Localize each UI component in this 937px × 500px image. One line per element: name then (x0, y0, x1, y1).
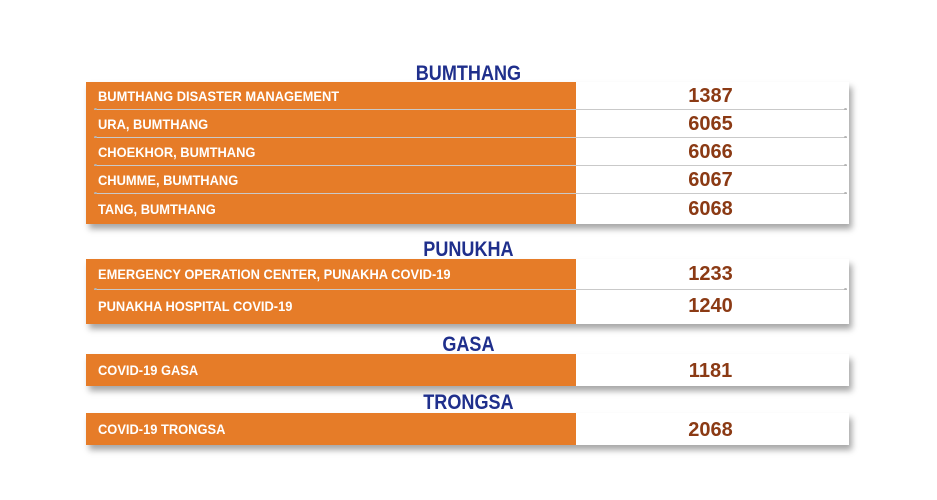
contact-table-bumthang: BUMTHANG DISASTER MANAGEMENT 1387 URA, B… (86, 82, 849, 224)
row-divider (94, 164, 847, 167)
phone-number: 6066 (576, 138, 849, 166)
phone-number: 2068 (576, 413, 849, 445)
row-divider (94, 192, 847, 195)
row-label: TANG, BUMTHANG (86, 194, 576, 224)
table-row: TANG, BUMTHANG 6068 (86, 194, 849, 224)
row-divider (94, 136, 847, 139)
row-divider (94, 108, 847, 111)
row-label: COVID-19 TRONGSA (86, 413, 576, 445)
section-title-bumthang: BUMTHANG (415, 62, 522, 85)
phone-number: 1387 (576, 82, 849, 110)
table-row: CHUMME, BUMTHANG 6067 (86, 166, 849, 195)
table-row: BUMTHANG DISASTER MANAGEMENT 1387 (86, 82, 849, 111)
contact-table-gasa: COVID-19 GASA 1181 (86, 354, 849, 386)
phone-number: 6065 (576, 110, 849, 138)
contact-table-punakha: EMERGENCY OPERATION CENTER, PUNAKHA COVI… (86, 259, 849, 324)
row-label: BUMTHANG DISASTER MANAGEMENT (86, 82, 576, 110)
section-title-trongsa: TRONGSA (423, 391, 514, 414)
contact-table-trongsa: COVID-19 TRONGSA 2068 (86, 413, 849, 445)
phone-number: 1233 (576, 259, 849, 290)
row-label: CHUMME, BUMTHANG (86, 166, 576, 194)
section-title-punukha: PUNUKHA (423, 238, 514, 261)
row-label: CHOEKHOR, BUMTHANG (86, 138, 576, 166)
phone-number: 6067 (576, 166, 849, 194)
table-row: EMERGENCY OPERATION CENTER, PUNAKHA COVI… (86, 259, 849, 291)
section-title-gasa: GASA (442, 333, 495, 356)
table-row: COVID-19 GASA 1181 (86, 354, 849, 386)
table-row: COVID-19 TRONGSA 2068 (86, 413, 849, 445)
table-row: URA, BUMTHANG 6065 (86, 110, 849, 139)
phone-number: 1181 (576, 354, 849, 386)
row-divider (94, 288, 847, 291)
table-row: CHOEKHOR, BUMTHANG 6066 (86, 138, 849, 167)
phone-number: 6068 (576, 194, 849, 224)
table-row: PUNAKHA HOSPITAL COVID-19 1240 (86, 290, 849, 324)
row-label: COVID-19 GASA (86, 354, 576, 386)
row-label: URA, BUMTHANG (86, 110, 576, 138)
row-label: EMERGENCY OPERATION CENTER, PUNAKHA COVI… (86, 259, 576, 290)
phone-number: 1240 (576, 290, 849, 324)
row-label: PUNAKHA HOSPITAL COVID-19 (86, 290, 576, 324)
